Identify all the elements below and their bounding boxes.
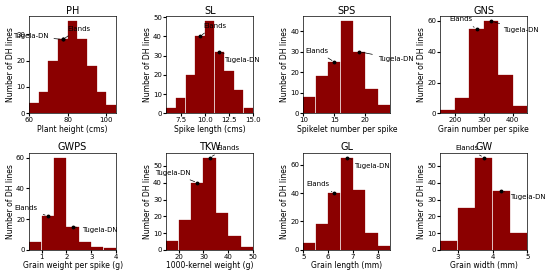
Title: GWPS: GWPS xyxy=(58,142,87,152)
Text: Tugela-DN: Tugela-DN xyxy=(504,192,546,200)
Bar xyxy=(29,103,38,113)
Y-axis label: Number of DH lines: Number of DH lines xyxy=(417,164,426,239)
Bar xyxy=(340,21,353,113)
Text: Elands: Elands xyxy=(449,17,474,27)
Bar xyxy=(97,92,106,113)
Bar xyxy=(87,66,97,113)
Title: SPS: SPS xyxy=(338,6,356,15)
Bar xyxy=(106,105,116,113)
Bar xyxy=(469,29,483,113)
Bar xyxy=(29,242,41,250)
Text: Tugela-DN: Tugela-DN xyxy=(349,158,390,169)
Text: Tugela-DN: Tugela-DN xyxy=(222,53,260,63)
Bar xyxy=(510,233,527,250)
Text: Elands: Elands xyxy=(306,181,332,192)
Bar xyxy=(458,208,475,250)
Bar xyxy=(214,52,224,113)
Text: Elands: Elands xyxy=(305,48,332,60)
Y-axis label: Number of DH lines: Number of DH lines xyxy=(6,164,14,239)
Bar xyxy=(475,158,492,250)
Bar xyxy=(191,183,204,250)
Text: Tugela-DN: Tugela-DN xyxy=(362,52,414,62)
Y-axis label: Number of DH lines: Number of DH lines xyxy=(142,27,152,102)
Bar xyxy=(353,190,365,250)
Bar xyxy=(42,216,54,250)
Bar xyxy=(441,242,458,250)
X-axis label: Grain width (mm): Grain width (mm) xyxy=(450,261,518,270)
Bar xyxy=(484,21,498,113)
Bar xyxy=(241,246,253,250)
Y-axis label: Number of DH lines: Number of DH lines xyxy=(6,27,14,102)
Bar xyxy=(91,247,103,250)
Bar xyxy=(204,158,216,250)
Bar xyxy=(166,242,178,250)
Bar xyxy=(493,191,510,250)
Bar xyxy=(513,106,527,113)
Bar xyxy=(176,98,185,113)
Bar xyxy=(79,242,91,250)
X-axis label: Grain length (mm): Grain length (mm) xyxy=(311,261,382,270)
Text: Elands: Elands xyxy=(65,25,91,38)
X-axis label: Grain weight per spike (g): Grain weight per spike (g) xyxy=(23,261,123,270)
Title: GW: GW xyxy=(475,142,492,152)
Bar xyxy=(441,110,455,113)
Title: TKW: TKW xyxy=(199,142,221,152)
Bar xyxy=(244,108,253,113)
Bar xyxy=(224,71,234,113)
Text: Tugela-DN: Tugela-DN xyxy=(75,227,118,233)
Bar xyxy=(185,75,195,113)
Y-axis label: Number of DH lines: Number of DH lines xyxy=(280,27,289,102)
Bar xyxy=(303,243,316,250)
Bar xyxy=(205,21,214,113)
Title: PH: PH xyxy=(66,6,79,15)
Bar xyxy=(378,246,390,250)
Bar xyxy=(68,21,77,113)
Text: Elands: Elands xyxy=(455,145,481,156)
Bar xyxy=(316,224,328,250)
X-axis label: Grain number per spike: Grain number per spike xyxy=(438,125,529,134)
Bar xyxy=(103,248,116,250)
Title: GL: GL xyxy=(340,142,353,152)
Y-axis label: Number of DH lines: Number of DH lines xyxy=(280,164,289,239)
Bar xyxy=(54,158,66,250)
Bar xyxy=(228,237,240,250)
X-axis label: Plant height (cms): Plant height (cms) xyxy=(37,125,108,134)
Bar xyxy=(58,39,68,113)
Bar xyxy=(498,75,513,113)
Bar xyxy=(455,98,469,113)
X-axis label: 1000-kernel weight (g): 1000-kernel weight (g) xyxy=(166,261,254,270)
Bar xyxy=(48,60,58,113)
Y-axis label: Number of DH lines: Number of DH lines xyxy=(142,164,152,239)
Bar xyxy=(67,227,79,250)
Bar xyxy=(234,90,243,113)
X-axis label: Spike length (cms): Spike length (cms) xyxy=(174,125,245,134)
Text: Elands: Elands xyxy=(15,205,45,215)
Text: Elands: Elands xyxy=(212,145,239,156)
Bar xyxy=(340,158,353,250)
Text: Tugela-DN: Tugela-DN xyxy=(13,33,60,39)
X-axis label: Spikelet number per spike: Spikelet number per spike xyxy=(296,125,397,134)
Title: SL: SL xyxy=(204,6,216,15)
Bar xyxy=(365,89,378,113)
Bar xyxy=(328,193,340,250)
Title: GNS: GNS xyxy=(474,6,494,15)
Bar xyxy=(166,108,175,113)
Text: Elands: Elands xyxy=(202,23,226,35)
Y-axis label: Number of DH lines: Number of DH lines xyxy=(417,27,426,102)
Bar xyxy=(303,97,316,113)
Text: Tugela-DN: Tugela-DN xyxy=(494,22,538,33)
Text: Tugela-DN: Tugela-DN xyxy=(156,170,195,182)
Bar xyxy=(378,105,390,113)
Bar xyxy=(78,39,87,113)
Bar xyxy=(353,52,365,113)
Bar xyxy=(195,36,205,113)
Bar xyxy=(216,213,228,250)
Bar xyxy=(179,220,191,250)
Bar xyxy=(316,76,328,113)
Bar xyxy=(39,92,48,113)
Bar xyxy=(365,233,378,250)
Bar xyxy=(328,62,340,113)
